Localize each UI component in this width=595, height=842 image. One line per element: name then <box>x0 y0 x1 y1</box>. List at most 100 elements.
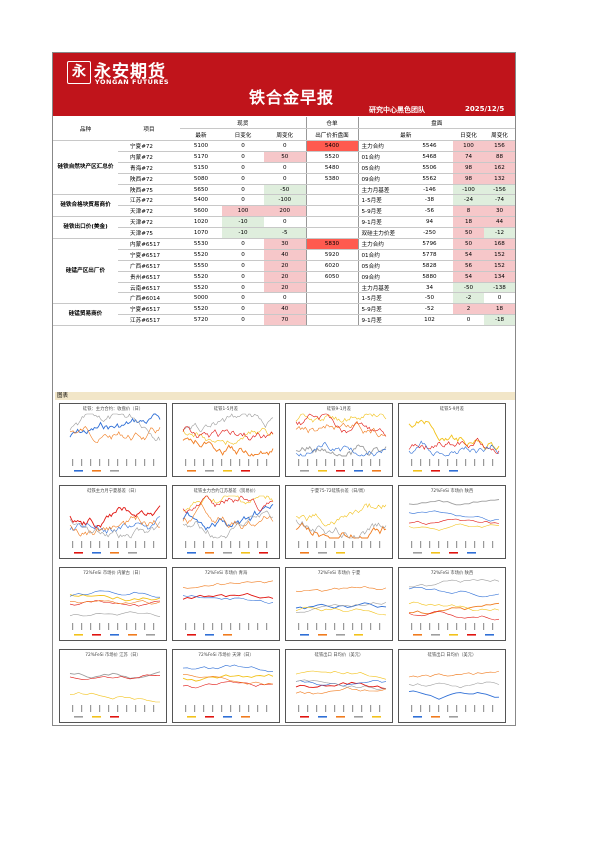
table-row: 硅锰产区出厂价 内蒙#6517 5530 0 30 5830 主力合约 5796 50 168 <box>53 238 515 305</box>
spot-daily-change-cell: 0 <box>222 194 264 207</box>
axis-tick-label <box>126 541 128 548</box>
chart-series-line <box>69 692 160 703</box>
chart-series-line <box>408 587 500 598</box>
header-futures-weekly: 周变化 <box>484 128 515 141</box>
legend-swatch <box>413 634 422 636</box>
legend-swatch <box>241 716 250 718</box>
report-header: 永 永安期货 YONGAN FUTURES 铁合金早报 研究中心黑色团队 202… <box>53 53 515 116</box>
futures-daily-change-cell: 18 <box>453 216 484 229</box>
header-item: 项目 <box>118 117 180 141</box>
axis-tick-label <box>72 541 74 548</box>
futures-daily-change-cell: 50 <box>453 227 484 240</box>
header-spot: 现货 <box>180 117 306 129</box>
spot-daily-change-cell: 0 <box>222 173 264 185</box>
axis-tick-label <box>411 459 413 466</box>
legend-swatch <box>431 634 440 636</box>
chart-title: 72%FeSi 市场价 陕西 <box>430 489 474 494</box>
legend-swatch <box>354 634 363 636</box>
chart-series-line <box>295 681 387 690</box>
axis-tick-label <box>90 459 92 466</box>
chart-series-line <box>408 437 500 454</box>
axis-tick-label <box>343 623 345 630</box>
legend-swatch <box>467 552 476 554</box>
axis-tick-label <box>307 705 309 712</box>
warrant-cell: 5520 <box>305 151 358 163</box>
axis-tick-label <box>325 541 327 548</box>
axis-tick-label <box>221 705 223 712</box>
chart-series-line <box>408 510 500 522</box>
chart-title: 硅铁：主力合约：收盘价（日） <box>82 407 144 412</box>
axis-tick-label <box>108 705 110 712</box>
futures-weekly-change-cell: -12 <box>484 227 515 240</box>
chart-series-line <box>182 495 274 514</box>
header-futures: 盘面 <box>357 117 515 129</box>
chart-lines <box>182 413 274 472</box>
chart-series-line <box>182 595 274 604</box>
chart-title: 硅铁5-9月差 <box>439 407 465 412</box>
legend-swatch <box>110 634 119 636</box>
item-cell: 广西#6014 <box>118 292 180 305</box>
chart-series-line <box>408 670 500 678</box>
item-cell: 江苏#6517 <box>118 314 180 327</box>
axis-tick-label <box>212 541 214 548</box>
legend-swatch <box>318 552 327 554</box>
chart-series-line <box>69 594 161 602</box>
table-row: 云南#6517 5520 0 20 主力月基差 34 -50 -138 <box>53 282 515 294</box>
legend-swatch <box>205 716 214 718</box>
spot-latest-cell: 5400 <box>180 194 222 207</box>
axis-tick-label <box>212 459 214 466</box>
chart-lines <box>295 670 387 718</box>
warrant-cell <box>305 227 358 240</box>
spot-latest-cell: 5650 <box>180 184 222 196</box>
spot-latest-cell: 5080 <box>180 173 222 185</box>
futures-latest-cell: -146 <box>406 184 453 196</box>
chart-series-line <box>182 503 274 529</box>
item-cell: 广西#6517 <box>118 260 180 272</box>
legend-swatch <box>413 552 422 554</box>
axis-tick-label <box>248 459 250 466</box>
axis-tick-label <box>153 705 155 712</box>
spot-weekly-change-cell: 40 <box>264 303 306 316</box>
chart-series-line <box>295 522 387 539</box>
futures-daily-change-cell: 2 <box>453 303 484 316</box>
header-ex-factory: 出厂价折盘面 <box>305 128 358 141</box>
futures-weekly-change-cell: 152 <box>484 260 515 272</box>
legend-swatch <box>74 716 83 718</box>
spot-weekly-change-cell: 0 <box>264 140 306 152</box>
item-cell: 贵州#6517 <box>118 271 180 283</box>
axis-tick-label <box>185 459 187 466</box>
warrant-cell: 6050 <box>305 271 358 283</box>
legend-swatch <box>300 552 309 554</box>
chart-series-line <box>295 519 387 539</box>
logo-english-text: YONGAN FUTURES <box>95 78 170 86</box>
chart-thumbnail: 硅铁主力合约江苏基差（贸易价） <box>172 485 280 559</box>
axis-tick-label <box>316 623 318 630</box>
legend-swatch <box>205 634 214 636</box>
futures-latest-cell: 5796 <box>406 238 453 250</box>
axis-tick-label <box>99 459 101 466</box>
legend-swatch <box>372 470 381 472</box>
chart-series-line <box>408 523 500 531</box>
spot-weekly-change-cell: 40 <box>264 249 306 261</box>
chart-thumbnail: 硅铁：主力合约：收盘价（日） <box>59 403 167 477</box>
legend-swatch <box>336 552 345 554</box>
spot-daily-change-cell: 100 <box>222 205 264 218</box>
axis-tick-label <box>144 705 146 712</box>
axis-tick-label <box>447 705 449 712</box>
axis-tick-label <box>185 623 187 630</box>
futures-weekly-change-cell: 156 <box>484 140 515 152</box>
futures-latest-cell: -52 <box>406 303 453 316</box>
chart-series-line <box>183 674 274 686</box>
chart-series-line <box>69 674 161 680</box>
spot-daily-change-cell: -10 <box>222 216 264 229</box>
legend-swatch <box>92 552 101 554</box>
futures-latest-cell: 102 <box>406 314 453 327</box>
axis-tick-label <box>185 705 187 712</box>
futures-daily-change-cell: -2 <box>453 292 484 305</box>
legend-swatch <box>92 634 101 636</box>
legend-swatch <box>92 716 101 718</box>
axis-tick-label <box>483 623 485 630</box>
axis-tick-label <box>334 541 336 548</box>
spot-weekly-change-cell: -5 <box>264 227 306 240</box>
axis-tick-label <box>316 459 318 466</box>
